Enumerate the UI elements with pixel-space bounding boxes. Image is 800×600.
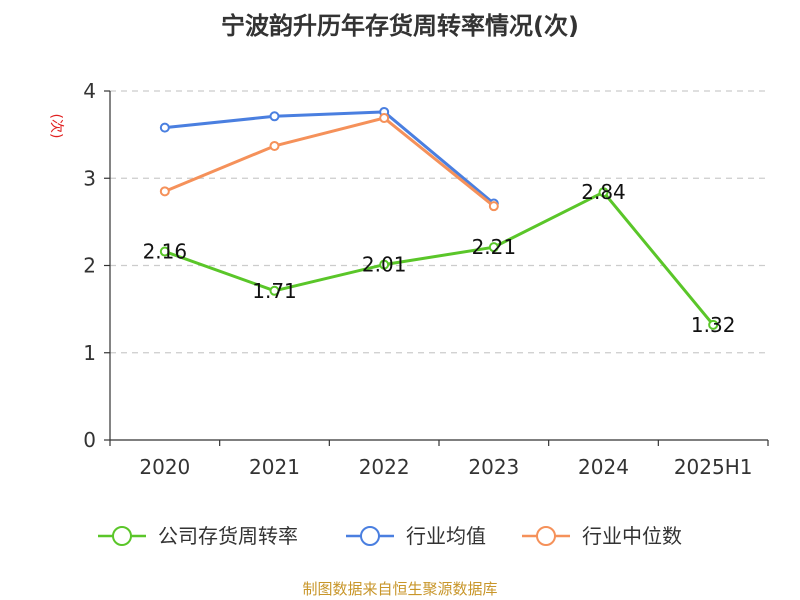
x-tick-label: 2024 <box>578 455 629 479</box>
series-line-1 <box>164 110 495 205</box>
data-label: 2.16 <box>143 240 188 264</box>
x-tick-label: 2023 <box>468 455 519 479</box>
series-line-0 <box>164 190 715 326</box>
legend-label: 行业中位数 <box>582 524 682 548</box>
x-tick-label: 2020 <box>139 455 190 479</box>
legend-label: 行业均值 <box>406 524 486 548</box>
legend-marker <box>360 526 380 546</box>
data-point <box>488 201 499 212</box>
y-tick-label: 4 <box>83 79 96 103</box>
source-note: 制图数据来自恒生聚源数据库 <box>302 580 497 598</box>
data-point <box>159 186 170 197</box>
y-tick-label: 2 <box>83 254 96 278</box>
legend-item: 行业中位数 <box>522 524 682 548</box>
data-labels: 2.16 1.71 2.01 2.21 2.84 1.32 <box>143 180 736 337</box>
y-tick-label: 0 <box>83 428 96 452</box>
data-label: 2.84 <box>581 180 626 204</box>
x-tick-label: 2025H1 <box>674 455 753 479</box>
y-tick-label: 1 <box>83 341 96 365</box>
data-point <box>269 111 280 122</box>
data-point <box>159 246 170 257</box>
legend-marker <box>112 526 132 546</box>
y-axis-label: (次) <box>48 114 64 139</box>
y-tick-label: 3 <box>83 166 96 190</box>
data-point <box>269 140 280 151</box>
data-point <box>379 259 390 270</box>
data-label: 1.71 <box>252 279 297 303</box>
data-point <box>269 285 280 296</box>
axes <box>104 90 769 446</box>
legend-item: 公司存货周转率 <box>98 524 298 548</box>
grid-lines <box>110 90 768 354</box>
data-point <box>708 319 719 330</box>
data-point <box>598 187 609 198</box>
series-line-2 <box>164 116 495 208</box>
x-tick-label: 2021 <box>249 455 300 479</box>
y-tick-labels: 0 1 2 3 4 <box>83 79 96 452</box>
data-label: 1.32 <box>691 313 736 337</box>
legend-item: 行业均值 <box>346 524 486 548</box>
data-label: 2.01 <box>362 253 407 277</box>
data-point <box>379 113 390 124</box>
chart-title: 宁波韵升历年存货周转率情况(次) <box>221 12 579 40</box>
x-tick-label: 2022 <box>359 455 410 479</box>
legend: 公司存货周转率 行业均值 行业中位数 <box>98 524 682 548</box>
legend-label: 公司存货周转率 <box>158 524 298 548</box>
data-label: 2.21 <box>472 235 517 259</box>
data-point <box>159 122 170 133</box>
data-point <box>488 242 499 253</box>
x-tick-labels: 2020 2021 2022 2023 2024 2025H1 <box>139 455 752 479</box>
legend-marker <box>536 526 556 546</box>
series-lines <box>159 106 719 330</box>
